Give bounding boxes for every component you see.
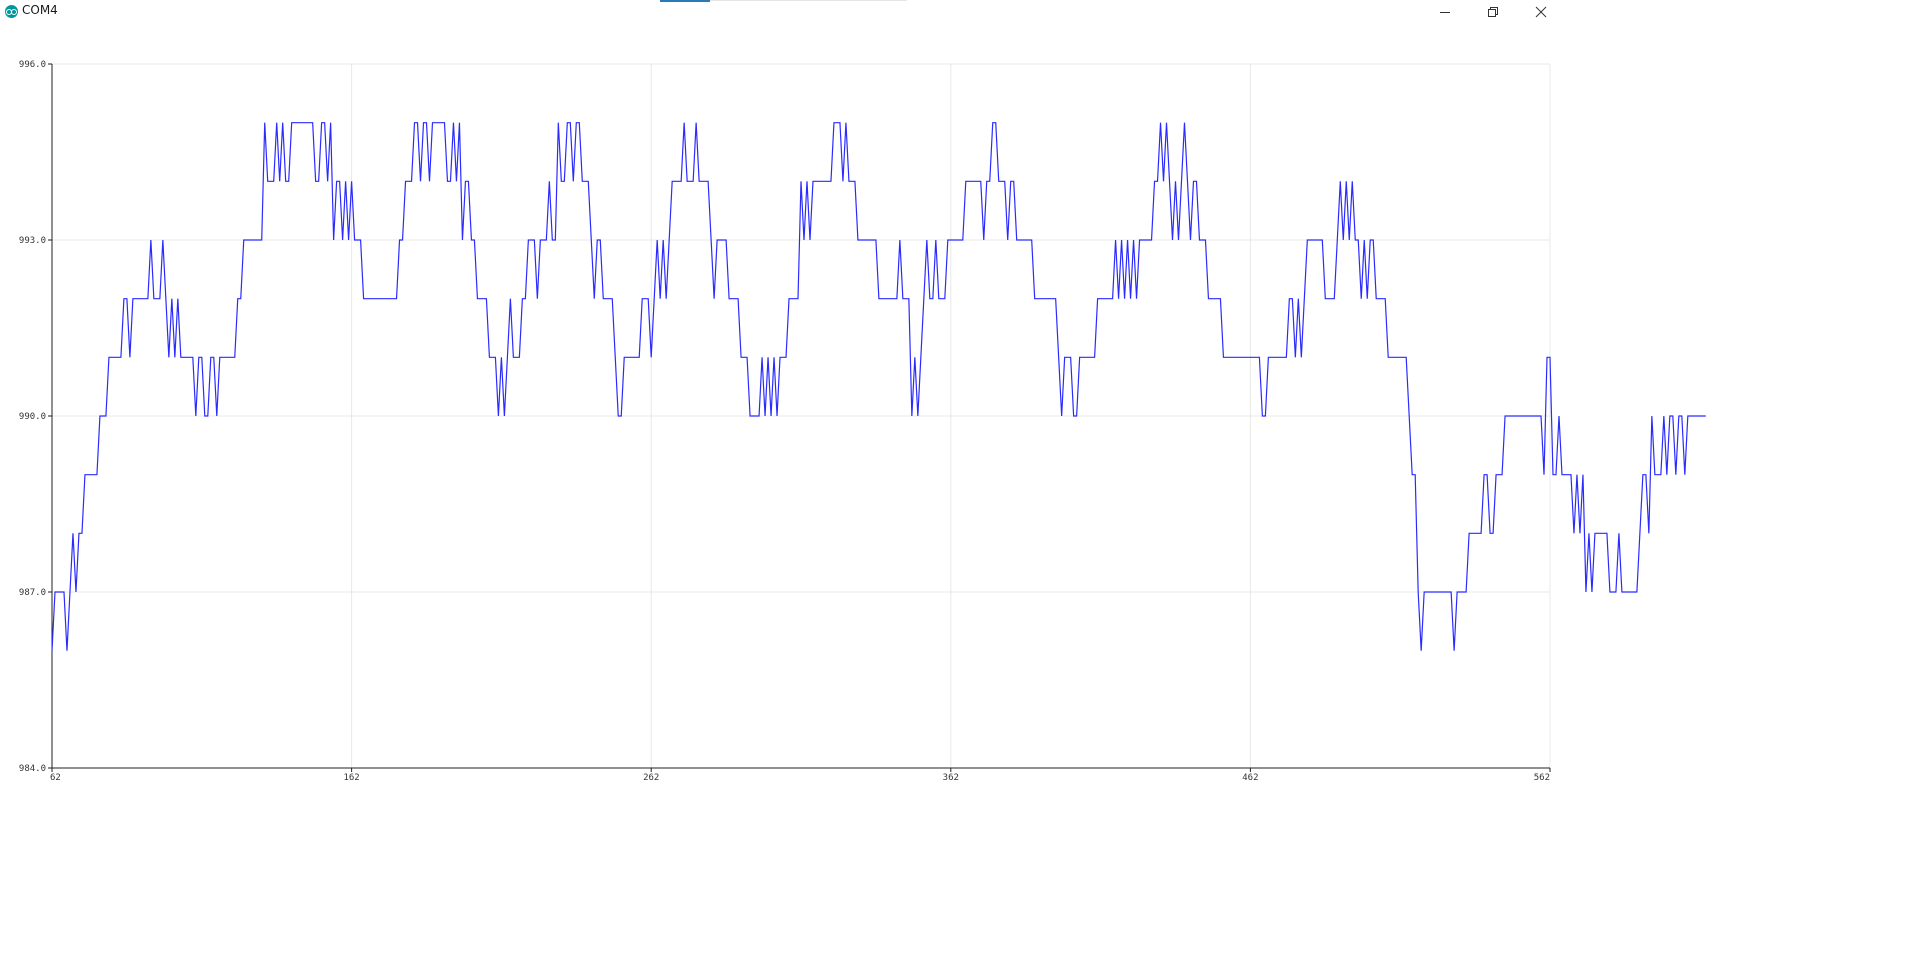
arduino-icon	[5, 5, 18, 18]
x-tick-label: 462	[1242, 773, 1258, 783]
tab-strip-active[interactable]	[660, 0, 710, 2]
x-tick-label: 362	[943, 773, 959, 783]
grid	[51, 63, 1551, 769]
y-tick-label: 993.0	[19, 236, 46, 246]
restore-button[interactable]	[1470, 0, 1516, 24]
close-icon	[1535, 6, 1547, 18]
y-tick-label: 984.0	[19, 764, 46, 774]
x-tick-label: 562	[1534, 773, 1550, 783]
tab-strip	[660, 0, 907, 1]
x-tick-label: 62	[50, 773, 61, 783]
tick-labels: 984.0 987.0 990.0 993.0 996.0 62 162 262 362 462 5…	[19, 60, 1550, 783]
x-tick-label: 162	[343, 773, 359, 783]
title-bar: COM4	[0, 0, 1920, 24]
series-line	[51, 122, 1706, 651]
close-button[interactable]	[1518, 0, 1564, 24]
x-tick-label: 262	[643, 773, 659, 783]
y-tick-label: 987.0	[19, 588, 46, 598]
restore-icon	[1488, 7, 1498, 17]
y-tick-label: 990.0	[19, 412, 46, 422]
series-layer	[51, 122, 1706, 651]
minimize-button[interactable]	[1422, 0, 1468, 24]
serial-plot: 984.0 987.0 990.0 993.0 996.0 62 162 262 362 462 5…	[19, 60, 1706, 783]
axes	[48, 63, 1551, 772]
y-tick-label: 996.0	[19, 60, 46, 70]
window-title: COM4	[22, 3, 58, 17]
minimize-icon	[1440, 12, 1450, 13]
